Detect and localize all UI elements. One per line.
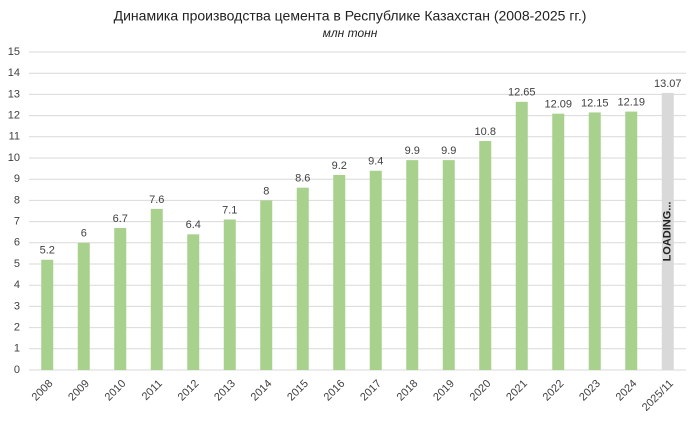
y-tick-label: 3 <box>14 300 20 312</box>
bar <box>369 170 382 370</box>
bar <box>442 160 455 370</box>
value-label: 5.2 <box>40 245 55 257</box>
bar <box>150 208 163 370</box>
y-tick-label: 6 <box>14 237 20 249</box>
bar <box>223 219 236 370</box>
bar <box>661 92 674 370</box>
annotation: LOADING... <box>662 202 674 262</box>
y-tick-label: 14 <box>8 67 20 79</box>
value-label: 13.07 <box>654 78 682 90</box>
value-label: 6.4 <box>186 219 201 231</box>
value-label: 12.09 <box>544 99 572 111</box>
value-label: 9.9 <box>405 145 420 157</box>
y-tick-label: 5 <box>14 258 20 270</box>
value-label: 12.65 <box>508 87 536 99</box>
value-label: 9.2 <box>332 160 347 172</box>
y-tick-label: 2 <box>14 322 20 334</box>
bar <box>552 113 565 370</box>
chart-title: Динамика производства цемента в Республи… <box>114 8 587 24</box>
y-tick-label: 15 <box>8 46 20 58</box>
bar <box>479 141 492 370</box>
bar <box>41 259 54 370</box>
value-label: 12.15 <box>581 97 609 109</box>
bar <box>406 160 419 370</box>
y-tick-label: 0 <box>14 364 20 376</box>
bar <box>260 200 273 370</box>
y-tick-label: 9 <box>14 173 20 185</box>
y-tick-label: 11 <box>9 131 20 143</box>
value-label: 9.4 <box>368 156 383 168</box>
chart-subtitle: млн тонн <box>323 26 378 40</box>
bar <box>625 111 638 371</box>
bar <box>333 174 346 370</box>
y-tick-label: 4 <box>14 279 20 291</box>
bar <box>296 187 309 370</box>
value-label: 12.19 <box>617 96 645 108</box>
value-label: 8 <box>263 185 269 197</box>
y-tick-label: 12 <box>8 110 20 122</box>
value-label: 6 <box>81 228 87 240</box>
bar <box>77 242 90 370</box>
bar <box>588 112 601 371</box>
y-tick-label: 13 <box>8 88 20 100</box>
bar <box>114 227 127 370</box>
value-label: 9.9 <box>441 145 456 157</box>
value-label: 7.1 <box>222 204 237 216</box>
bar <box>187 234 200 370</box>
value-label: 10.8 <box>475 126 496 138</box>
value-label: 6.7 <box>113 213 128 225</box>
value-label: 7.6 <box>149 194 164 206</box>
bar <box>515 101 528 370</box>
y-tick-label: 10 <box>8 152 20 164</box>
value-label: 8.6 <box>295 173 310 185</box>
y-tick-label: 1 <box>14 343 20 355</box>
y-tick-label: 7 <box>14 216 20 228</box>
y-tick-label: 8 <box>14 194 20 206</box>
